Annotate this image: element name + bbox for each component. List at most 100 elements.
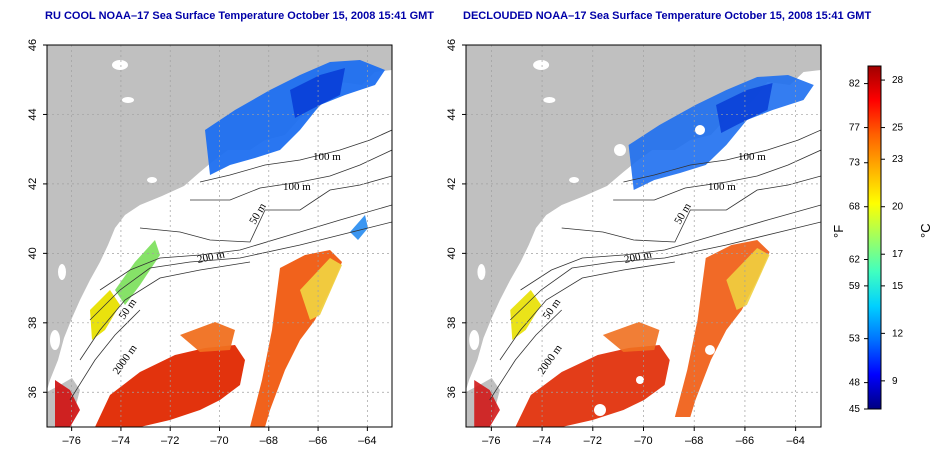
cb-c-label-3: 20 <box>892 202 904 213</box>
contour-label-100m-b: 100 m <box>283 181 311 193</box>
colorbar-celsius-ticks: 28 25 23 20 17 15 12 9 <box>881 75 904 387</box>
lon-tick-label-0: –76 <box>62 435 80 447</box>
cb-c-label-0: 28 <box>892 75 904 86</box>
lat-tick-label-2: 40 <box>27 247 39 259</box>
sst-scotian-shelf-left <box>290 68 345 118</box>
lake-1-left <box>122 97 134 103</box>
sst-warm-core-yellow-right <box>726 248 770 310</box>
lake-3-right <box>477 264 486 280</box>
lat-ticks-left: 36 38 40 42 44 46 <box>27 39 47 398</box>
lake-0-left <box>112 60 128 70</box>
lat-tick-label-1: 38 <box>446 317 458 329</box>
lat-tick-label-5: 46 <box>27 39 39 51</box>
map-panel-left: –76 –74 –72 –70 –68 –66 –64 36 38 40 42 44 46 100 m… <box>27 39 393 447</box>
cb-f-label-3: 68 <box>849 202 861 213</box>
sst-offshore-patch-left <box>350 215 368 240</box>
contour-label-100m-b-right: 100 m <box>708 181 736 193</box>
cloud-gap-1 <box>695 125 705 135</box>
isobath-1-left <box>190 149 392 201</box>
isobath-4-right <box>509 221 821 321</box>
isobath-3-left <box>99 204 392 291</box>
lon-tick-label-6: –64 <box>358 435 376 447</box>
fahrenheit-unit-label: °F <box>831 225 846 238</box>
bathymetry-contours-left <box>69 129 392 401</box>
colorbar-fahrenheit-ticks: 82 77 73 68 62 59 53 48 45 <box>849 79 868 415</box>
lat-tick-label-4: 44 <box>446 108 458 120</box>
cloud-gap-2 <box>705 345 715 355</box>
cloud-gap-0 <box>614 144 626 156</box>
cb-c-label-6: 12 <box>892 328 904 339</box>
lat-tick-label-4: 44 <box>27 108 39 120</box>
lon-tick-label-2: –72 <box>584 435 602 447</box>
lake-2-right <box>569 177 580 183</box>
land-north-left <box>47 45 392 390</box>
grid-lines-left <box>47 45 392 427</box>
contour-label-100m-a: 100 m <box>313 151 341 163</box>
cb-f-label-5: 59 <box>849 281 861 292</box>
cb-f-label-0: 82 <box>849 79 861 90</box>
contour-label-100m-a-right: 100 m <box>738 151 766 163</box>
isobath-0-left <box>199 129 392 183</box>
cb-c-label-4: 17 <box>892 249 904 260</box>
celsius-unit-label: °C <box>918 223 933 238</box>
lon-tick-label-5: –66 <box>736 435 754 447</box>
sst-hatteras-core-right <box>474 380 500 427</box>
lake-4-right <box>469 330 480 350</box>
lake-1-right <box>543 97 556 103</box>
cb-c-label-1: 25 <box>892 123 904 134</box>
isobath-3-right <box>520 204 821 291</box>
sst-hatteras-ridge-right <box>602 322 660 352</box>
isobath-5-left <box>79 261 251 361</box>
lat-tick-label-2: 40 <box>446 247 458 259</box>
sst-shelf-yellow-right <box>510 290 542 340</box>
lake-4-left <box>50 330 60 350</box>
colorbar: 82 77 73 68 62 59 53 48 45 28 25 23 20 17 15 12 9 °F °C <box>831 65 933 415</box>
lat-tick-label-3: 42 <box>446 178 458 190</box>
sst-scotian-shelf-right <box>716 83 773 133</box>
lat-tick-label-1: 38 <box>27 317 39 329</box>
cb-f-label-8: 45 <box>849 404 861 415</box>
lon-tick-label-3: –70 <box>210 435 228 447</box>
cb-f-label-2: 73 <box>849 158 861 169</box>
sst-shelf-yellow-left <box>90 290 120 340</box>
lon-tick-label-6: –64 <box>786 435 804 447</box>
cb-c-label-7: 9 <box>892 376 898 387</box>
contour-label-200m-right: 200 m <box>623 248 653 266</box>
lake-3-left <box>58 264 66 280</box>
sst-shelf-green-left <box>115 240 160 305</box>
isobath-5-right <box>499 261 675 361</box>
lat-tick-label-3: 42 <box>27 178 39 190</box>
cloud-gap-4 <box>594 404 606 416</box>
isobath-1-right <box>613 149 821 201</box>
lon-tick-label-1: –74 <box>112 435 130 447</box>
cloud-gap-3 <box>636 376 644 384</box>
isobath-2-right <box>561 175 821 243</box>
lat-tick-label-0: 36 <box>27 386 39 398</box>
lat-tick-label-5: 46 <box>446 39 458 51</box>
isobath-2-left <box>139 175 392 243</box>
cb-c-label-2: 23 <box>892 154 904 165</box>
lon-tick-label-5: –66 <box>309 435 327 447</box>
lon-tick-label-4: –68 <box>685 435 703 447</box>
lat-tick-label-0: 36 <box>446 386 458 398</box>
map-title-right: DECLOUDED NOAA–17 Sea Surface Temperatur… <box>463 10 872 22</box>
isobath-6-right <box>489 309 562 401</box>
grid-lines-right <box>466 45 821 427</box>
isobath-0-right <box>623 129 821 183</box>
cb-f-label-6: 53 <box>849 334 861 345</box>
cb-f-label-1: 77 <box>849 123 861 134</box>
cb-f-label-4: 62 <box>849 254 861 265</box>
lon-tick-label-0: –76 <box>482 435 500 447</box>
sst-warm-core-yellow-left <box>300 258 342 320</box>
lon-tick-label-2: –72 <box>161 435 179 447</box>
lake-2-left <box>147 177 157 183</box>
isobath-4-left <box>89 221 392 321</box>
cb-f-label-7: 48 <box>849 378 861 389</box>
land-north-right <box>466 45 821 390</box>
colorbar-ramp <box>867 65 882 410</box>
bathymetry-contours-right <box>489 129 821 401</box>
lon-ticks-right: –76 –74 –72 –70 –68 –66 –64 <box>482 427 805 447</box>
cb-c-label-5: 15 <box>892 281 904 292</box>
sst-hatteras-ridge-left <box>180 322 235 352</box>
